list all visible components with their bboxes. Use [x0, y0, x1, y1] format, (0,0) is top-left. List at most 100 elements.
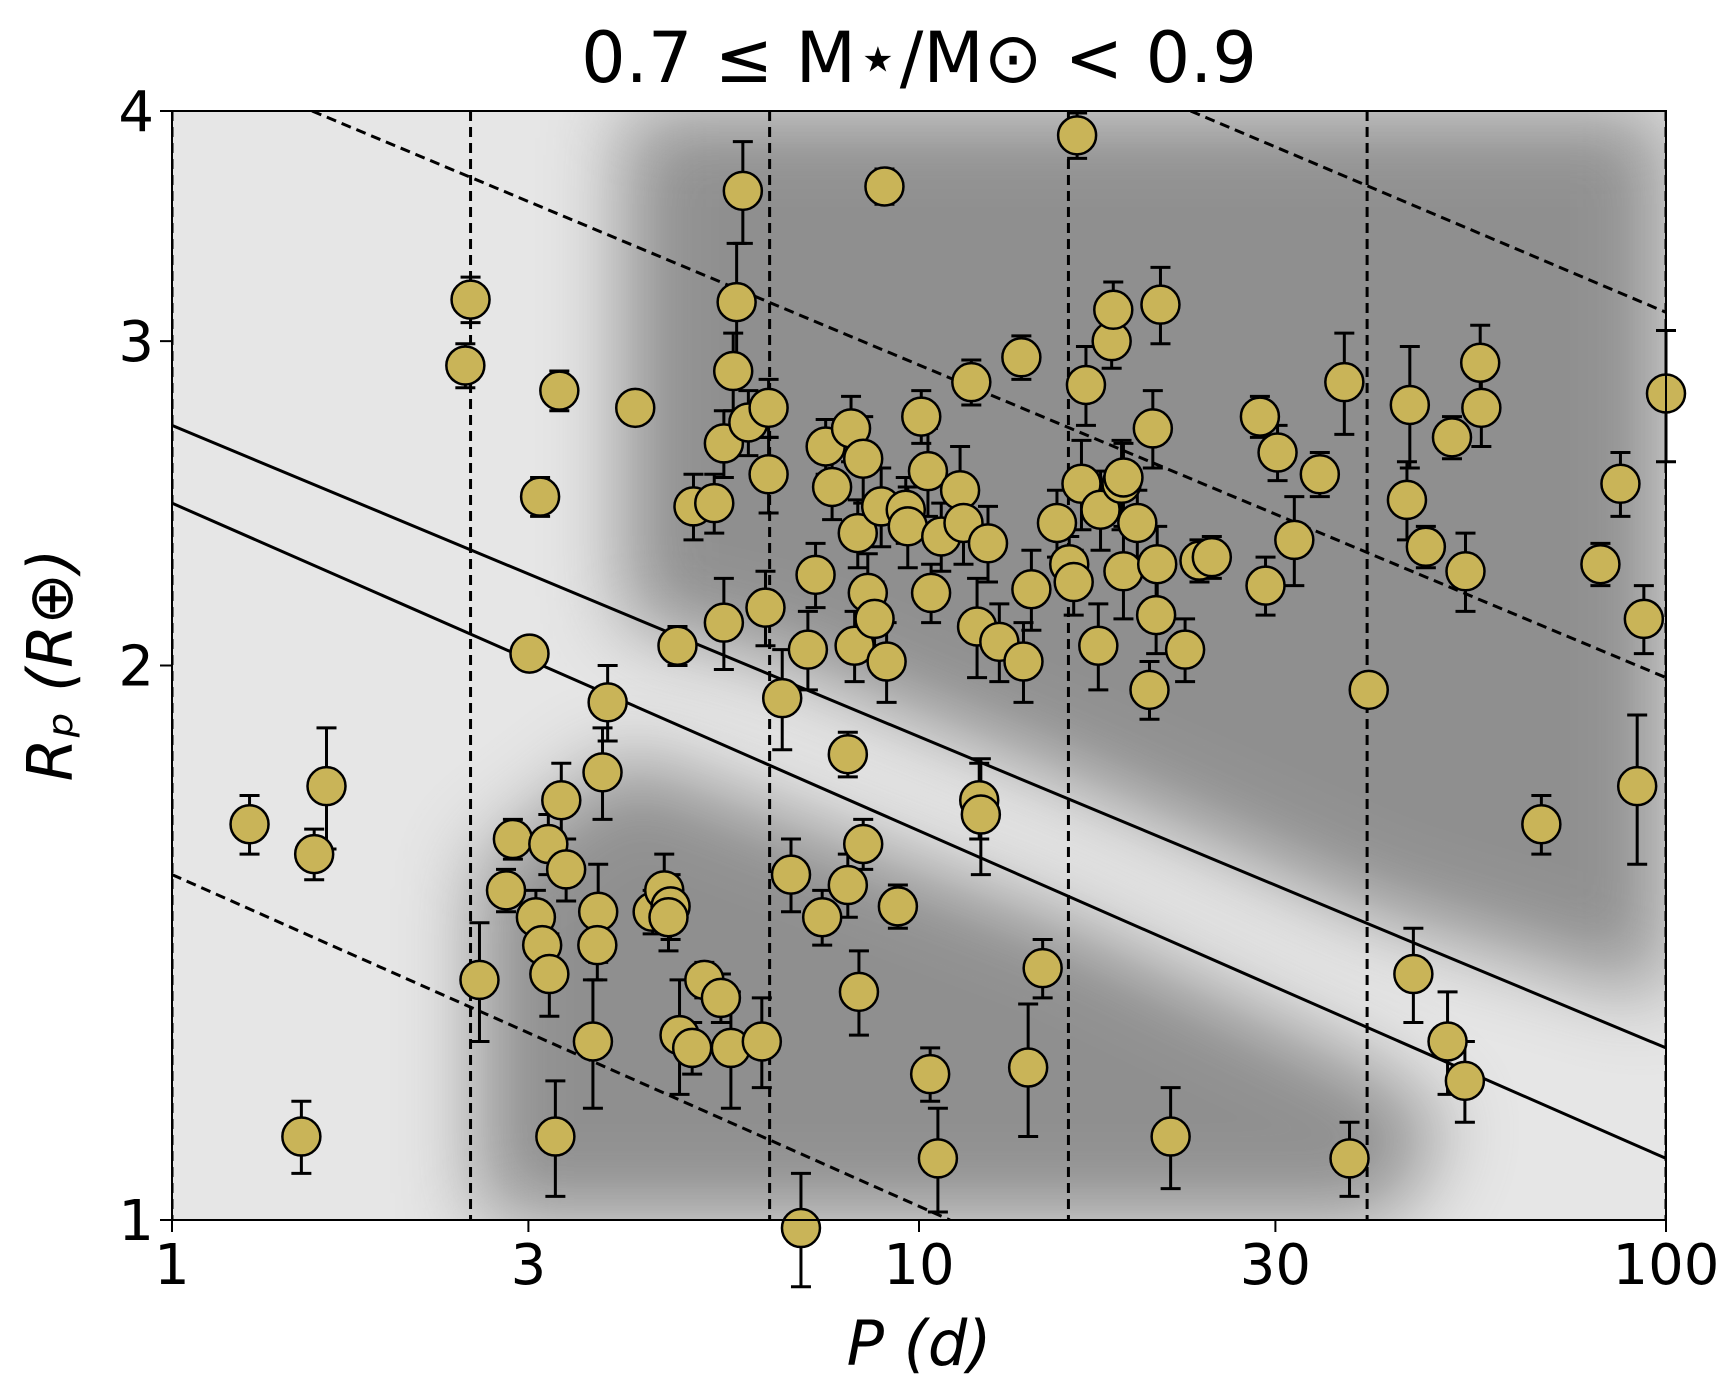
planet-point [842, 823, 884, 865]
planet-point [1461, 387, 1502, 429]
planet-point [492, 818, 534, 860]
planet-point [485, 870, 527, 911]
x-tick-label: 1 [154, 1233, 190, 1298]
planet-point [827, 864, 869, 906]
x-tick-label: 3 [511, 1233, 547, 1298]
planet-point [722, 170, 764, 212]
planet-point [703, 602, 745, 643]
planet-point [1135, 594, 1177, 636]
planet-point [967, 523, 1009, 564]
y-axis-label: Rₚ (R⊕) [14, 549, 87, 782]
planet-point [694, 482, 735, 524]
planet-point [614, 387, 656, 429]
planet-point [539, 370, 580, 411]
planet-point [1245, 565, 1286, 606]
planet-point [1329, 1138, 1370, 1179]
boundary-line [172, 873, 951, 1220]
planet-point [864, 166, 905, 207]
planet-point [1393, 953, 1434, 995]
planet-point [917, 1138, 959, 1179]
planet-point [887, 506, 929, 547]
planet-point [1136, 543, 1178, 585]
planet-point [866, 641, 907, 682]
planet-point [1616, 765, 1658, 807]
planet-point [745, 587, 786, 628]
y-tick-label: 1 [118, 1189, 154, 1254]
planet-point [1580, 543, 1621, 585]
planet-point [1348, 669, 1389, 711]
planet-point [837, 512, 879, 554]
planet-point [657, 625, 698, 666]
planet-point [572, 1021, 614, 1062]
planet-point [748, 454, 789, 495]
x-tick-label: 30 [1240, 1233, 1311, 1298]
planet-point [795, 554, 836, 596]
planet-point [1001, 337, 1042, 378]
planet-point [587, 682, 628, 723]
planet-point [801, 897, 843, 938]
planet-point [1036, 502, 1078, 544]
planet-point [1003, 641, 1044, 682]
planet-point [545, 849, 587, 890]
density-lower [478, 755, 1447, 1220]
y-tick-label: 3 [118, 310, 154, 375]
planet-point [229, 804, 270, 845]
planet-point [445, 345, 486, 386]
planet-point [1022, 947, 1063, 989]
planet-point [1056, 115, 1098, 156]
planet-point [1600, 463, 1641, 505]
planet-point [834, 625, 875, 666]
planet-point [827, 733, 869, 775]
planet-point [577, 924, 618, 966]
planet-point [854, 598, 895, 640]
x-axis-label: P (d) [847, 1307, 992, 1380]
planet-point [741, 1021, 783, 1062]
planet-point [901, 396, 942, 437]
planet-point [1093, 289, 1134, 331]
planet-point [1164, 629, 1206, 670]
planet-point [960, 794, 1002, 835]
planet-point [1274, 519, 1315, 561]
planet-point [1389, 384, 1431, 426]
planet-point [842, 438, 884, 479]
planet-point [1427, 1021, 1468, 1062]
boundary-line [311, 111, 1666, 679]
planet-point [1140, 284, 1181, 325]
planet-point [1405, 526, 1447, 568]
planet-point [1459, 342, 1501, 384]
planet-point [712, 350, 754, 392]
planet-point [306, 765, 347, 807]
planet-point [811, 466, 853, 508]
planet-point [877, 886, 919, 927]
planet-point [459, 959, 500, 1001]
planet-point [582, 752, 623, 793]
planet-point [1444, 1060, 1486, 1102]
x-tick-label: 10 [883, 1233, 954, 1298]
planet-point [1103, 551, 1144, 592]
planet-point [1386, 479, 1428, 521]
planet-point [909, 1053, 951, 1095]
planet-point [838, 971, 880, 1013]
planet-point [1065, 364, 1107, 406]
planet-point [1103, 457, 1144, 498]
planet-point [1257, 432, 1298, 473]
planet-point [1007, 1047, 1049, 1088]
chart-title: 0.7 ≤ M⋆/M⊙ < 0.9 [581, 17, 1257, 99]
planet-point [1150, 1116, 1191, 1157]
planet-point [1324, 361, 1365, 403]
planet-point [671, 1027, 713, 1069]
planet-point [293, 833, 335, 875]
y-tick-label: 4 [118, 80, 154, 145]
axes: 1 3 10 30 100 1 2 3 4 [118, 80, 1719, 1298]
planet-point [1011, 569, 1052, 610]
planet-point [748, 387, 789, 429]
planet-point [1078, 625, 1119, 666]
planet-point [529, 953, 570, 995]
planet-point [1445, 551, 1486, 592]
planet-point [716, 281, 757, 323]
planet-point [1191, 536, 1233, 578]
planet-point [1132, 408, 1174, 449]
planet-point [951, 361, 992, 403]
